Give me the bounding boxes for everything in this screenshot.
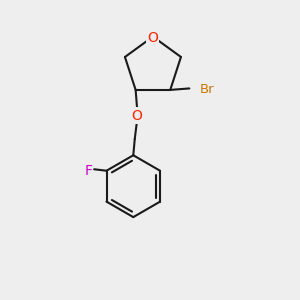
Text: F: F [84,164,92,178]
Text: O: O [132,109,142,122]
Text: Br: Br [200,83,214,96]
Text: O: O [148,31,158,45]
